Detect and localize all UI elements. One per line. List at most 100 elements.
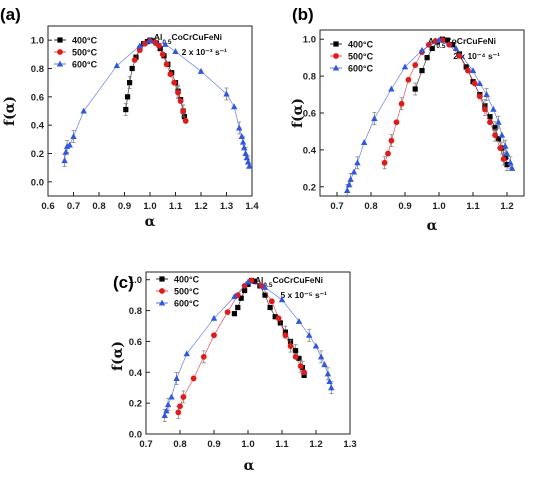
x-tick-label: 0.8 — [364, 201, 377, 212]
data-point — [347, 176, 354, 182]
data-point — [282, 332, 289, 339]
legend-entry: 600°C — [156, 299, 200, 309]
y-tick-label: 0.4 — [303, 145, 317, 156]
y-tick-label: 1.0 — [303, 35, 316, 46]
data-point — [483, 91, 490, 98]
data-point — [224, 309, 231, 316]
series-600C — [344, 36, 516, 197]
legend-marker — [158, 299, 166, 306]
data-point — [124, 94, 131, 100]
data-point — [381, 159, 388, 166]
panel-label: (a) — [0, 5, 21, 24]
data-point — [463, 64, 469, 70]
data-point — [262, 292, 268, 298]
data-point — [492, 125, 498, 131]
y-tick-label: 1.0 — [129, 275, 142, 286]
y-tick-label: 0.0 — [31, 177, 44, 188]
panel-a: 0.6 0.7 0.8 0.9 1.0 1.1 1.2 1.3 1.4 0.0 0.2 0.4 0.6 0… — [0, 5, 259, 230]
y-tick-label: 1.0 — [31, 36, 44, 47]
legend-entry: 500°C — [54, 48, 98, 58]
y-tick-label: 0.4 — [129, 368, 143, 379]
x-tick-label: 1.4 — [245, 201, 259, 212]
data-point — [177, 403, 183, 410]
data-point — [172, 48, 179, 54]
x-tick-label: 0.9 — [118, 201, 131, 212]
data-point — [241, 144, 248, 151]
data-point — [275, 315, 282, 322]
y-axis-label: f(α) — [2, 96, 18, 126]
data-point — [200, 353, 207, 360]
data-point — [345, 181, 353, 188]
legend-marker — [159, 276, 165, 282]
data-point — [182, 118, 189, 124]
data-point — [146, 37, 154, 44]
data-point — [183, 350, 190, 357]
panel-label: (c) — [113, 273, 134, 292]
data-point — [361, 139, 368, 146]
x-tick-label: 1.1 — [275, 439, 289, 450]
data-point — [419, 67, 425, 74]
data-point — [435, 36, 443, 43]
x-tick-label: 1.2 — [500, 201, 513, 212]
data-point — [306, 331, 313, 338]
x-tick-label: 0.8 — [92, 201, 105, 212]
data-point — [424, 55, 430, 61]
x-axis-label: α — [145, 214, 156, 230]
data-point — [239, 138, 247, 145]
data-point — [164, 401, 172, 408]
y-tick-label: 0.6 — [31, 92, 44, 103]
data-point — [324, 370, 332, 377]
legend-label: 600°C — [348, 64, 374, 74]
x-tick-label: 1.0 — [241, 439, 254, 450]
alloy-annotation: Al0.5CoCrCuFeNi — [428, 36, 496, 50]
legend-entry: 500°C — [330, 52, 374, 62]
data-point — [80, 107, 87, 114]
data-point — [162, 41, 169, 47]
data-point — [476, 93, 483, 100]
y-tick-label: 0.2 — [129, 399, 142, 410]
x-axis-label: α — [244, 458, 255, 474]
legend-entry: 400°C — [156, 275, 200, 285]
data-point — [495, 136, 502, 142]
y-axis-label: f(α) — [290, 98, 306, 128]
data-point — [129, 65, 135, 72]
legend-marker — [333, 41, 339, 47]
y-tick-label: 0.8 — [129, 306, 142, 317]
data-point — [242, 150, 249, 156]
data-point — [321, 361, 328, 368]
data-point — [242, 287, 248, 294]
data-point — [293, 348, 299, 354]
data-point — [425, 41, 432, 48]
data-point — [223, 90, 230, 97]
data-point — [297, 363, 304, 370]
data-point — [354, 159, 361, 166]
data-point — [61, 157, 68, 164]
data-point — [180, 394, 187, 400]
data-point — [490, 105, 497, 112]
panel-b: 0.7 0.8 0.9 1.0 1.1 1.2 0.2 0.4 0.6 0.8 1.0 α f(α) (b… — [290, 5, 525, 234]
series-line — [64, 40, 250, 167]
legend-label: 400°C — [72, 36, 98, 46]
data-point — [238, 133, 245, 139]
data-point — [177, 98, 184, 104]
data-point — [231, 293, 238, 300]
data-point — [492, 132, 498, 139]
data-point — [317, 353, 325, 360]
data-point — [287, 343, 294, 349]
data-point — [469, 67, 477, 74]
data-point — [312, 342, 320, 349]
data-point — [66, 141, 73, 148]
x-tick-label: 0.6 — [41, 201, 54, 212]
strain-rate-annotation: 2 x 10⁻⁴ s⁻¹ — [453, 51, 500, 61]
data-point — [388, 137, 395, 144]
data-point — [163, 407, 170, 414]
data-point — [412, 62, 419, 68]
data-point — [502, 142, 509, 149]
data-point — [113, 62, 121, 69]
data-point — [123, 106, 129, 113]
data-point — [234, 292, 241, 299]
data-point — [497, 145, 504, 151]
data-point — [62, 148, 70, 155]
data-point — [211, 332, 217, 339]
data-point — [231, 311, 237, 317]
